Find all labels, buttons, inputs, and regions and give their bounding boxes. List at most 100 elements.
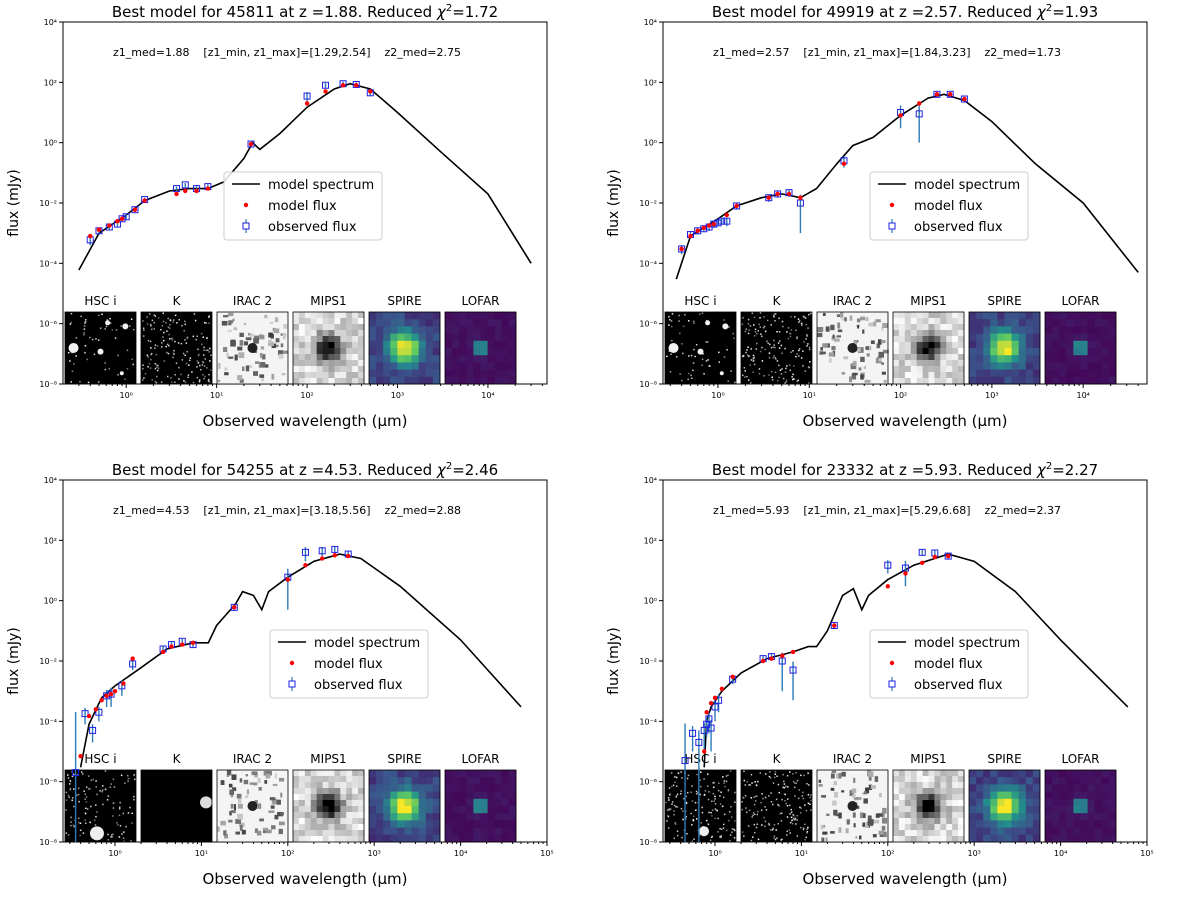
cutout-speck [787,337,790,340]
cutout-pixel [1094,333,1103,342]
cutout-pixel [1011,326,1020,334]
cutout-speck [754,800,757,802]
cutout-speck [112,778,115,780]
cutout-speck [789,804,791,807]
cutout-pixel [358,800,365,807]
legend-square-swatch [288,680,296,688]
cutout-speck [743,770,745,773]
cutout-pixel [466,777,474,785]
cutout-pixel [352,812,359,819]
cutout-speck [806,832,808,834]
cutout-speck [685,801,688,804]
cutout-pixel [898,782,906,789]
cutout-pixel [952,372,959,379]
cutout-pixel [432,362,441,370]
cutout-speck [228,783,233,788]
cutout-speck [796,336,798,338]
cutout-pixel [340,788,347,795]
cutout-speck [122,837,125,839]
cutout-speck [772,782,775,784]
cutout-speck [805,809,808,812]
cutout-pixel [411,784,420,792]
cutout-speck [130,840,132,842]
cutout-pixel [322,800,329,807]
cutout-speck [838,827,842,833]
cutout-pixel [418,319,427,327]
cutout-pixel [1073,376,1081,385]
cutout-pixel [376,355,384,363]
cutout-pixel [916,342,923,349]
cutout-speck [274,772,277,779]
model-flux-point [303,562,308,568]
cutout-speck [722,776,724,778]
cutout-speck [147,365,149,368]
cutout-pixel [298,836,306,843]
cutout-pixel [1108,777,1117,785]
cutout-speck [686,791,689,794]
cutout-pixel [352,372,359,379]
cutout-pixel [376,369,384,378]
cutout-pixel [487,813,496,821]
cutout-pixel [940,800,947,807]
cutout-pixel [418,333,427,342]
legend-entry: observed flux [914,220,1003,235]
cutout-pixel [369,770,377,778]
cutout-speck [764,825,766,828]
cutout-pixel [1094,791,1103,800]
cutout-pixel [425,806,434,814]
cutout-speck [878,830,885,835]
cutout-pixel [898,818,906,825]
cutout-pixel [910,806,918,813]
model-flux-point [917,101,922,106]
cutout-speck [157,317,160,319]
cutout-pixel [1087,355,1096,363]
cutout-pixel [445,376,453,385]
cutout-pixel [1004,340,1012,349]
cutout-speck [786,365,788,367]
cutout-pixel [459,319,467,327]
legend-entry: model spectrum [914,636,1020,651]
cutout-pixel [376,362,384,370]
cutout-pixel [1080,813,1088,821]
cutout-pixel [459,770,467,778]
cutout-pixel [369,348,377,356]
cutout-pixel [922,366,929,373]
cutout-pixel [390,820,398,828]
cutout-pixel [418,326,427,334]
cutout-speck [876,343,881,349]
cutout-speck [837,329,843,333]
cutout-pixel [946,830,953,837]
cutout-speck [785,802,787,805]
cutout-speck [680,807,683,810]
cutout-pixel [487,340,496,349]
cutout-speck [723,780,726,782]
cutout-speck [844,317,847,322]
observed-flux-point [830,622,838,630]
cutout-pixel [983,813,991,821]
cutout-pixel [322,806,329,813]
cutout-pixel [322,788,329,795]
cutout-pixel [976,312,984,320]
cutout-pixel [358,794,365,801]
model-flux-point [704,710,709,715]
cutout-pixel [893,378,900,385]
cutout-speck [191,371,193,373]
cutout-speck [192,335,195,338]
cutout-pixel [390,791,398,800]
cutout-speck [802,315,805,318]
cutout-speck [763,375,765,377]
cutout-speck [882,807,887,814]
cutout-speck [744,784,747,786]
cutout-pixel [452,813,460,821]
cutout-pixel [916,812,923,819]
cutout-pixel [304,806,312,813]
cutout-pixel [404,340,412,349]
cutout-speck [791,376,793,378]
model-flux-series [88,83,373,239]
cutout-pixel [466,369,474,378]
model-flux-point [160,649,166,655]
cutout-pixel [304,324,312,331]
cutout-pixel [390,362,398,370]
cutout-pixel [1101,362,1110,370]
cutout-pixel [1101,326,1110,334]
